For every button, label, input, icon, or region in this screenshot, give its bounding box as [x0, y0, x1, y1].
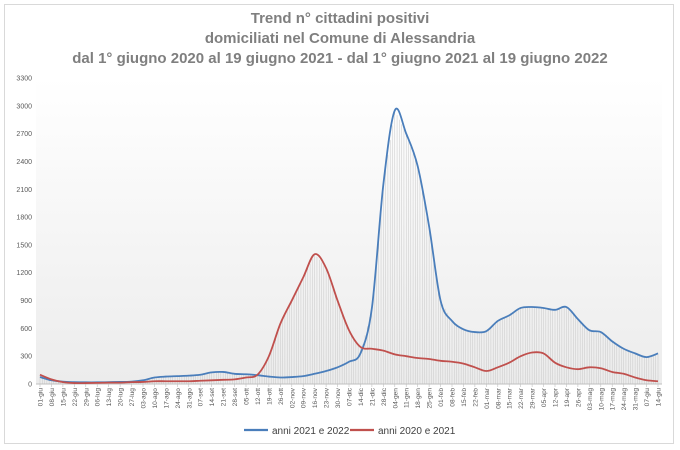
x-tick-label: 04-gen [392, 388, 399, 409]
x-tick-label: 22-giu [72, 388, 79, 407]
x-tick-label: 31-ago [186, 388, 193, 409]
y-tick-label: 2700 [16, 131, 32, 138]
x-tick-label: 07-set [198, 388, 205, 406]
chart-title-line-1: Trend n° cittadini positivi [250, 10, 430, 27]
x-tick-label: 27-lug [129, 388, 136, 407]
x-tick-label: 29-giu [83, 388, 90, 407]
x-tick-label: 08-giu [49, 388, 56, 407]
x-tick-label: 23-nov [324, 387, 331, 408]
x-tick-label: 18-gen [415, 388, 422, 409]
x-tick-label: 24-mag [621, 388, 628, 411]
y-tick-label: 900 [20, 298, 32, 305]
y-tick-label: 3300 [16, 76, 32, 83]
y-tick-label: 2100 [16, 187, 32, 194]
drop-lines [39, 110, 659, 384]
y-tick-label: 300 [20, 354, 32, 361]
x-tick-label: 22-feb [472, 388, 479, 407]
x-tick-label: 21-dic [369, 387, 376, 406]
y-tick-label: 1500 [16, 242, 32, 249]
x-tick-label: 31-mag [633, 388, 640, 411]
x-tick-label: 17-ago [163, 388, 170, 409]
x-tick-label: 13-lug [106, 388, 113, 407]
legend-label-series-1: anni 2021 e 2022 [272, 426, 350, 437]
x-tick-label: 28-set [232, 388, 239, 406]
x-tick-label: 11-gen [404, 388, 411, 408]
x-tick-label: 17-mag [610, 388, 617, 411]
x-tick-label: 01-giu [38, 388, 45, 407]
x-tick-label: 15-giu [60, 388, 67, 407]
y-tick-label: 2400 [16, 159, 32, 166]
x-tick-label: 05-apr [541, 387, 548, 407]
x-tick-label: 19-apr [564, 387, 571, 407]
x-tick-label: 15-mar [507, 387, 514, 409]
x-tick-label: 07-giu [644, 388, 651, 407]
x-tick-label: 08-mar [495, 387, 502, 409]
x-axis-ticks: 01-giu 08-giu 15-giu 22-giu 29-giu 06-lug 13-l… [38, 384, 663, 410]
x-tick-label: 03-mag [587, 388, 594, 411]
x-tick-label: 25-gen [427, 388, 434, 409]
y-tick-label: 600 [20, 326, 32, 333]
x-tick-label: 21-set [221, 388, 228, 406]
y-axis-ticks: 0 300 600 900 1200 1500 1800 2100 2400 2700 3000 33… [16, 76, 32, 389]
x-tick-label: 30-nov [335, 387, 342, 408]
series-lines [39, 107, 659, 385]
x-tick-label: 26-ott [278, 388, 285, 405]
x-tick-label: 28-dic [381, 387, 388, 406]
x-tick-label: 01-feb [438, 388, 445, 407]
x-tick-label: 10-mag [598, 388, 605, 411]
series-line-2 [39, 253, 659, 385]
x-tick-label: 08-feb [450, 388, 457, 407]
chart-title-line-3: dal 1° giugno 2020 al 19 giugno 2021 - d… [72, 50, 608, 67]
x-tick-label: 24-ago [175, 388, 182, 409]
x-tick-label: 10-ago [152, 388, 159, 409]
x-tick-label: 16-nov [312, 387, 319, 408]
x-tick-label: 14-giu [656, 388, 663, 407]
x-tick-label: 06-lug [95, 388, 102, 407]
x-tick-label: 12-apr [553, 387, 560, 407]
legend: anni 2021 e 2022 anni 2020 e 2021 [244, 426, 456, 437]
x-tick-label: 14-dic [358, 387, 365, 406]
x-tick-label: 29-mar [530, 387, 537, 409]
x-tick-label: 02-nov [289, 387, 296, 408]
x-tick-label: 12-ott [255, 388, 262, 405]
y-tick-label: 1800 [16, 215, 32, 222]
x-tick-label: 14-set [209, 388, 216, 406]
x-tick-label: 03-ago [141, 388, 148, 409]
legend-label-series-2: anni 2020 e 2021 [378, 426, 456, 437]
x-tick-label: 22-mar [518, 387, 525, 409]
x-tick-label: 20-lug [118, 388, 125, 407]
x-tick-label: 19-ott [266, 388, 273, 405]
series-line-1 [39, 107, 659, 384]
y-tick-label: 1200 [16, 270, 32, 277]
chart-title-line-2: domiciliati nel Comune di Alessandria [204, 30, 476, 47]
x-tick-label: 01-mar [484, 387, 491, 409]
y-tick-label: 0 [28, 382, 32, 389]
x-tick-label: 15-feb [461, 388, 468, 407]
x-tick-label: 07-dic [347, 387, 354, 406]
x-tick-label: 09-nov [301, 387, 308, 408]
y-tick-label: 3000 [16, 103, 32, 110]
x-tick-label: 05-ott [244, 388, 251, 405]
x-tick-label: 26-apr [575, 387, 582, 407]
